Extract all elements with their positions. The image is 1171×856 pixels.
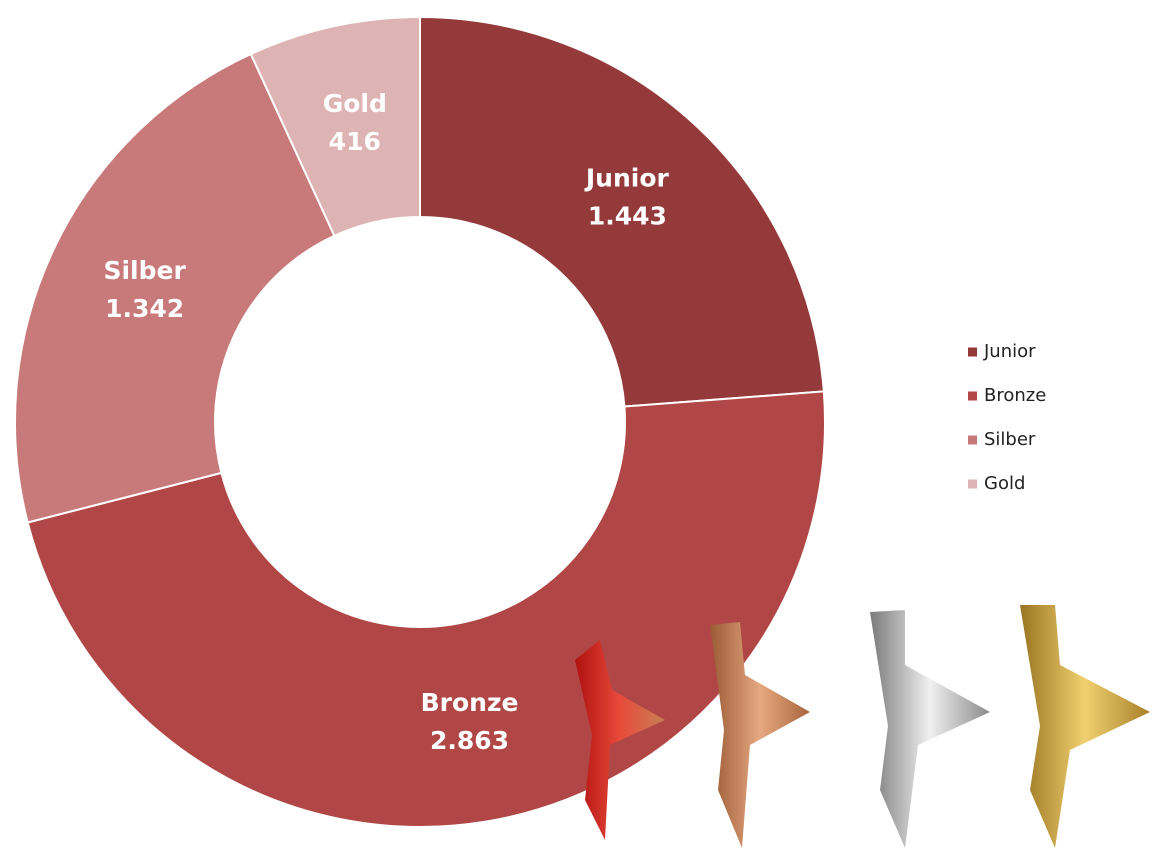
segment-label: Junior [584,163,670,192]
segment-value: 1.342 [105,294,184,323]
legend-label: Gold [984,473,1025,494]
badge [575,640,665,840]
donut-segment [419,15,825,408]
segment-label: Bronze [421,688,519,717]
donut-segment [249,15,421,238]
badge [1020,605,1150,848]
segment-value: 2.863 [430,726,509,755]
segment-label: Silber [103,256,186,285]
legend-swatch [968,347,977,357]
segment-value: 1.443 [588,201,667,230]
legend-swatch [968,391,977,401]
legend-label: Junior [983,341,1036,362]
segment-value: 416 [329,127,381,156]
legend-label: Silber [984,429,1036,450]
segment-label: Gold [323,89,387,118]
legend-swatch [968,435,977,445]
badge [870,610,990,848]
legend-label: Bronze [984,385,1046,406]
donut-segment [14,52,336,524]
donut: Junior 1.443 Bronze 2.863 Silber 1.342 Gold 416 [14,15,826,828]
legend-swatch [968,479,977,489]
badges [575,605,1150,848]
legend: Junior Bronze Silber Gold [968,341,1046,494]
badge [710,622,810,848]
